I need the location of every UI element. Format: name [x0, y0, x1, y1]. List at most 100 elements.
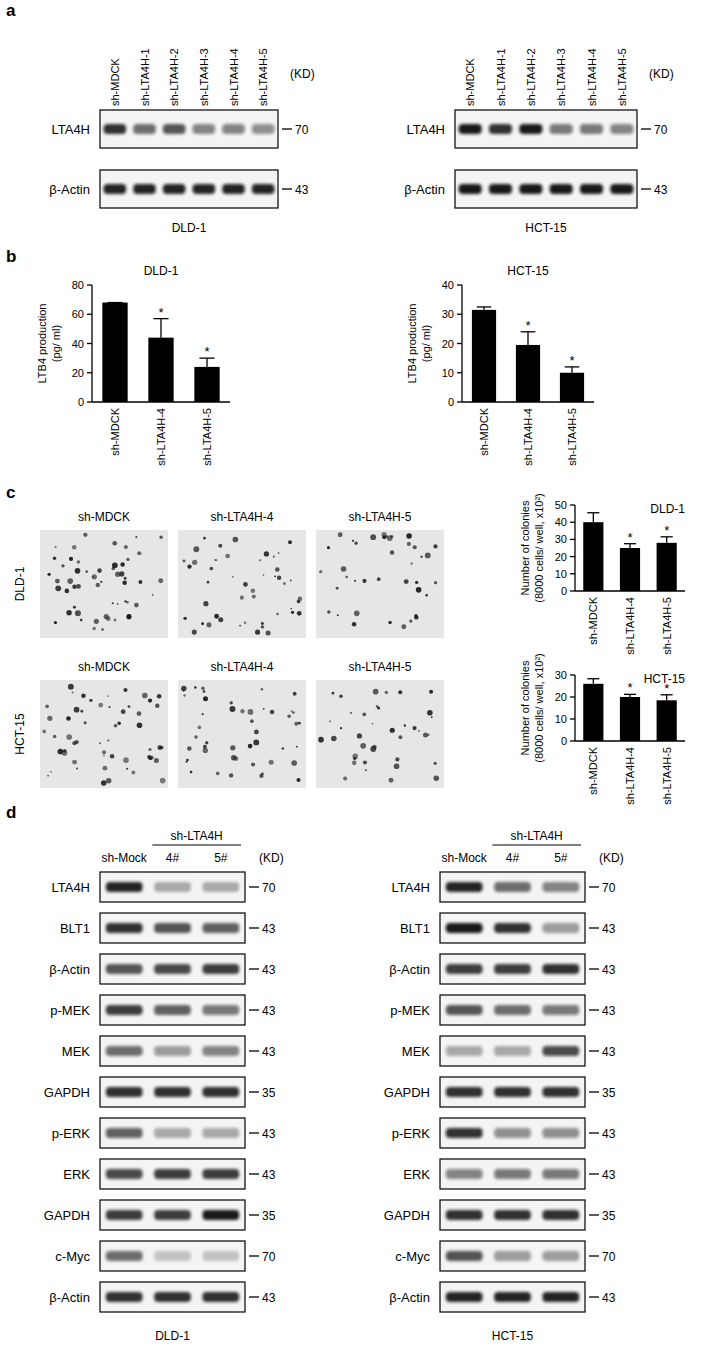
colony: [214, 614, 219, 619]
colony: [186, 759, 189, 762]
colony: [158, 578, 163, 583]
group-line: [152, 844, 241, 845]
band: [104, 184, 127, 194]
row-label: HCT-15: [13, 713, 27, 755]
colony: [216, 772, 220, 776]
colony: [80, 619, 83, 622]
y-tick: [570, 504, 575, 505]
band: [494, 1128, 531, 1138]
y-tick: [570, 718, 575, 719]
y-axis-label: LTB4 production: [406, 304, 418, 384]
colony: [68, 684, 74, 690]
colony: [148, 698, 152, 702]
colony: [354, 580, 356, 582]
colony: [96, 583, 101, 588]
colony: [261, 625, 264, 628]
row-label: ERK: [403, 1167, 430, 1182]
y-axis-label: Number of colonies: [519, 660, 531, 755]
colony: [370, 746, 376, 752]
unit-label: (KD): [259, 851, 284, 865]
colony: [429, 690, 433, 694]
band: [154, 1169, 191, 1179]
colony: [275, 567, 280, 572]
colony: [431, 716, 433, 718]
y-tick: [570, 556, 575, 557]
y-axis-label: LTB4 production: [36, 304, 48, 384]
row-label: p-ERK: [52, 1126, 91, 1141]
colony: [404, 579, 409, 584]
colony: [415, 581, 418, 584]
lane-label: 4#: [506, 851, 520, 865]
colony: [269, 760, 274, 765]
colony: [298, 597, 303, 602]
colony: [72, 691, 74, 693]
y-axis-label: (8000 cells/ well, x10²): [533, 493, 545, 602]
marker-label: 35: [602, 1086, 616, 1100]
blot-frame: [455, 170, 637, 208]
chart-title: DLD-1: [144, 264, 179, 278]
colony: [126, 558, 129, 561]
y-tick: [570, 573, 575, 574]
error-cap: [587, 512, 599, 513]
colony: [352, 754, 357, 759]
marker-label: 43: [654, 183, 668, 197]
row-label: BLT1: [400, 921, 430, 936]
colony: [154, 758, 159, 763]
blot-frame: [100, 170, 278, 208]
marker-label: 35: [262, 1209, 276, 1223]
marks: [102, 303, 219, 402]
marker-tick: [249, 1255, 259, 1256]
colony: [234, 756, 239, 761]
colony: [290, 608, 292, 610]
blot-frame: [440, 872, 585, 902]
band: [154, 964, 191, 974]
colony: [152, 594, 154, 596]
marker-tick: [249, 1132, 259, 1133]
colony: [190, 771, 193, 774]
band: [542, 882, 579, 892]
colony: [55, 546, 57, 548]
colony: [202, 713, 204, 715]
x-tick-label: sh-LTA4H-5: [201, 408, 213, 466]
colony: [142, 693, 148, 699]
colony: [341, 566, 347, 572]
colony: [263, 574, 265, 576]
row-label: β-Actin: [389, 1290, 430, 1305]
colony: [425, 553, 431, 559]
y-axis: [574, 505, 575, 591]
marker-tick: [641, 128, 651, 129]
blot-frame: [440, 1200, 585, 1230]
cell-line: DLD-1: [172, 221, 207, 235]
band: [489, 124, 512, 134]
colony: [207, 581, 210, 584]
band: [519, 124, 542, 134]
band: [446, 1292, 483, 1302]
colony: [181, 686, 187, 692]
colony: [239, 625, 241, 627]
colony: [124, 545, 128, 549]
marker-tick: [282, 188, 292, 189]
marks: [472, 307, 584, 402]
x-tick-label: sh-LTA4H-5: [661, 597, 673, 655]
x-tick-label: sh-MDCK: [587, 596, 599, 644]
band: [202, 1128, 239, 1138]
blot-frame: [440, 1282, 585, 1312]
group-line: [492, 844, 581, 845]
marker-label: 43: [262, 963, 276, 977]
band: [494, 1169, 531, 1179]
colony: [434, 776, 440, 782]
error-stem: [593, 679, 594, 684]
colony: [76, 767, 78, 769]
marker-tick: [589, 1173, 599, 1174]
marker-label: 43: [602, 1291, 616, 1305]
row-label: MEK: [62, 1044, 91, 1059]
colony: [243, 582, 248, 587]
bar-chart: 01020304050Number of colonies(8000 cells…: [519, 493, 685, 654]
image-bg: [178, 680, 306, 788]
y-axis: [574, 675, 575, 741]
colony: [137, 711, 142, 716]
y-axis-label: Number of colonies: [519, 500, 531, 595]
band: [106, 1210, 143, 1220]
colony: [292, 711, 295, 714]
colony: [404, 724, 406, 726]
